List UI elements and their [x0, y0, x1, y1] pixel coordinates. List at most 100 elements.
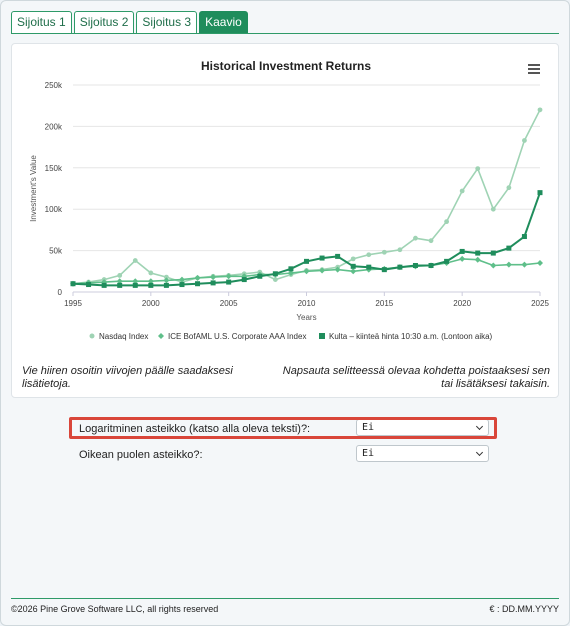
- log-scale-label: Logaritminen asteikko (katso alla oleva …: [79, 423, 311, 435]
- tab-sijoitus-2[interactable]: Sijoitus 2: [73, 11, 135, 34]
- right-axis-value: Ei: [362, 448, 375, 459]
- y-tick-label: 50k: [49, 247, 63, 256]
- footer-divider: [11, 598, 559, 599]
- legend-marker: [89, 333, 95, 339]
- tab-kaavio[interactable]: Kaavio: [199, 11, 248, 34]
- series-point: [86, 282, 92, 288]
- chart-panel: Historical Investment Returns 0 50k 100k 15…: [11, 43, 559, 398]
- legend-item-2[interactable]: ICE BofAML U.S. Corporate AAA Index: [168, 332, 306, 341]
- legend-marker: [158, 333, 164, 339]
- series-point: [287, 269, 294, 276]
- x-tick-label: 2020: [453, 299, 471, 308]
- series-point: [537, 190, 543, 196]
- series-point: [210, 274, 217, 281]
- series-point: [459, 255, 466, 262]
- series-point: [179, 282, 185, 288]
- series-point: [257, 273, 263, 279]
- series-point: [475, 166, 481, 172]
- line-chart[interactable]: 0 50k 100k 150k 200k 250k 1995 2000 2005 2010 2015…: [12, 74, 560, 359]
- series-point: [490, 206, 496, 212]
- series-point: [350, 256, 356, 262]
- series-point: [428, 238, 434, 244]
- series-point: [319, 255, 325, 261]
- series-point: [116, 278, 123, 285]
- series-point: [366, 264, 372, 270]
- series-point: [335, 253, 341, 259]
- hint-legend: Napsauta selitteessä olevaa kohdetta poi…: [282, 365, 550, 390]
- series-point: [148, 270, 154, 276]
- series-point: [490, 262, 497, 269]
- series-point: [459, 248, 465, 254]
- tab-sijoitus-1[interactable]: Sijoitus 1: [11, 11, 72, 34]
- series-point: [288, 266, 294, 272]
- series-point: [147, 278, 154, 285]
- series-point: [132, 282, 138, 288]
- right-axis-label: Oikean puolen asteikko?:: [79, 449, 203, 461]
- series-point: [350, 263, 356, 269]
- series-point: [178, 276, 185, 283]
- y-tick-label: 150k: [45, 164, 63, 173]
- series-point: [397, 264, 403, 270]
- footer-copyright: ©2026 Pine Grove Software LLC, all right…: [11, 604, 219, 614]
- series-point: [350, 268, 357, 275]
- series-point: [537, 107, 543, 113]
- y-tick-label: 200k: [45, 122, 63, 131]
- series-point: [101, 282, 107, 288]
- x-axis-title: Years: [296, 313, 316, 322]
- legend-item-1[interactable]: Nasdaq Index: [99, 332, 148, 341]
- series-point: [537, 260, 543, 267]
- legend-marker: [319, 333, 325, 339]
- x-tick-label: 2025: [531, 299, 549, 308]
- x-tick-label: 2010: [298, 299, 316, 308]
- series-point: [117, 282, 123, 288]
- series-point: [132, 258, 138, 263]
- hamburger-menu-icon[interactable]: [528, 64, 540, 74]
- series-point: [397, 247, 403, 253]
- tab-sijoitus-3[interactable]: Sijoitus 3: [136, 11, 198, 34]
- series-point: [413, 235, 418, 241]
- tab-divider: [11, 33, 559, 34]
- log-scale-value: Ei: [362, 422, 375, 433]
- series-point: [304, 258, 309, 264]
- series-point: [506, 245, 512, 251]
- chevron-down-icon: [475, 448, 484, 457]
- series-point: [459, 188, 465, 194]
- series-point: [163, 277, 170, 284]
- series-point: [241, 277, 247, 283]
- series-point: [148, 282, 154, 288]
- series-point: [117, 273, 123, 278]
- x-tick-label: 2005: [220, 299, 238, 308]
- series-point: [132, 278, 139, 285]
- series-point: [522, 138, 527, 143]
- x-tick-label: 2000: [142, 299, 160, 308]
- hint-hover: Vie hiiren osoitin viivojen päälle saada…: [22, 365, 233, 390]
- highlight-box: [69, 417, 497, 439]
- right-axis-select[interactable]: Ei: [356, 445, 489, 462]
- y-tick-label: 100k: [45, 205, 63, 214]
- legend-item-3[interactable]: Kulta – kiinteä hinta 10:30 a.m. (Lontoo…: [329, 332, 493, 341]
- series-point: [474, 256, 481, 263]
- series-point: [195, 281, 201, 287]
- series-point: [164, 274, 169, 280]
- series-point: [475, 250, 481, 256]
- series-point: [521, 261, 528, 268]
- series-point: [444, 258, 450, 264]
- y-tick-label: 250k: [45, 81, 63, 90]
- series-point: [490, 250, 496, 256]
- x-tick-label: 2015: [375, 299, 393, 308]
- footer-format: € : DD.MM.YYYY: [489, 604, 559, 614]
- series-point: [521, 234, 527, 240]
- series-point: [226, 279, 232, 285]
- tab-bar: Sijoitus 1 Sijoitus 2 Sijoitus 3 Kaavio: [11, 11, 248, 34]
- y-tick-label: 0: [58, 288, 63, 297]
- series-point: [334, 266, 341, 273]
- series-point: [381, 267, 387, 273]
- series-point: [428, 263, 434, 269]
- y-axis-title: Investment's Value: [29, 155, 38, 222]
- series-point: [505, 261, 512, 268]
- series-point: [412, 263, 418, 269]
- series-point: [272, 271, 278, 277]
- series-point: [194, 274, 201, 281]
- x-tick-label: 1995: [64, 299, 82, 308]
- series-point: [366, 252, 372, 258]
